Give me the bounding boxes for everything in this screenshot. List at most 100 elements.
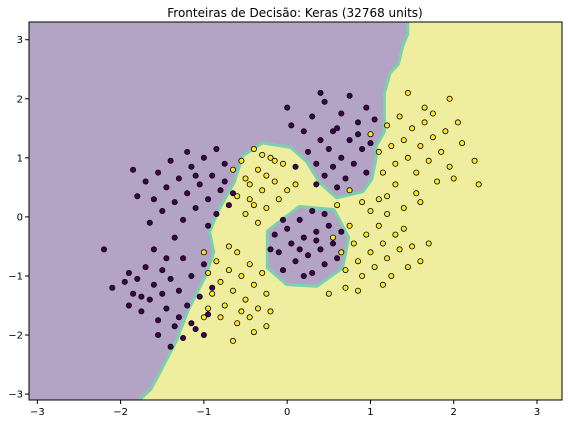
data-point-class-0 bbox=[321, 172, 328, 179]
data-point-class-0 bbox=[321, 98, 328, 105]
data-point-class-1 bbox=[388, 142, 395, 149]
data-point-class-0 bbox=[321, 261, 328, 268]
data-point-class-0 bbox=[192, 204, 199, 211]
data-point-class-0 bbox=[300, 234, 307, 241]
data-point-class-0 bbox=[121, 278, 128, 285]
y-tick-label: 3 bbox=[17, 35, 23, 46]
data-point-class-0 bbox=[163, 255, 170, 262]
data-point-class-1 bbox=[417, 199, 424, 206]
data-point-class-1 bbox=[234, 320, 241, 327]
data-point-class-1 bbox=[205, 269, 212, 276]
data-point-class-0 bbox=[317, 137, 324, 144]
data-point-class-0 bbox=[200, 154, 207, 161]
data-point-class-0 bbox=[309, 269, 316, 276]
data-point-class-0 bbox=[188, 163, 195, 170]
data-point-class-0 bbox=[171, 199, 178, 206]
data-point-class-1 bbox=[263, 290, 270, 297]
data-point-class-0 bbox=[313, 237, 320, 244]
data-point-class-1 bbox=[434, 178, 441, 185]
data-point-class-1 bbox=[200, 249, 207, 256]
data-point-class-0 bbox=[109, 284, 116, 291]
data-point-class-1 bbox=[263, 204, 270, 211]
data-point-class-1 bbox=[246, 261, 253, 268]
data-point-class-1 bbox=[259, 151, 266, 158]
data-point-class-0 bbox=[205, 196, 212, 203]
data-point-class-0 bbox=[229, 190, 236, 197]
data-point-class-0 bbox=[354, 131, 361, 138]
data-point-class-0 bbox=[271, 231, 278, 238]
data-point-class-0 bbox=[138, 293, 145, 300]
data-point-class-0 bbox=[175, 287, 182, 294]
data-point-class-1 bbox=[384, 210, 391, 217]
y-axis: −3 −2 −1 0 1 2 3 bbox=[8, 35, 29, 401]
data-point-class-1 bbox=[234, 249, 241, 256]
data-point-class-0 bbox=[146, 296, 153, 303]
data-point-class-0 bbox=[175, 314, 182, 321]
x-axis: −3 −2 −1 0 1 2 3 bbox=[30, 400, 540, 418]
data-point-class-1 bbox=[205, 305, 212, 312]
data-point-class-0 bbox=[142, 178, 149, 185]
data-point-class-1 bbox=[413, 169, 420, 176]
data-point-class-1 bbox=[217, 278, 224, 285]
data-point-class-0 bbox=[150, 196, 157, 203]
data-point-class-0 bbox=[346, 137, 353, 144]
data-point-class-0 bbox=[130, 166, 137, 173]
data-point-class-0 bbox=[180, 334, 187, 341]
data-point-class-0 bbox=[101, 246, 108, 253]
data-point-class-0 bbox=[167, 343, 174, 350]
data-point-class-1 bbox=[292, 181, 299, 188]
data-point-class-1 bbox=[425, 240, 432, 247]
data-point-class-1 bbox=[246, 314, 253, 321]
data-point-class-1 bbox=[254, 166, 261, 173]
data-point-class-0 bbox=[155, 169, 162, 176]
data-point-class-0 bbox=[342, 175, 349, 182]
data-point-class-1 bbox=[392, 231, 399, 238]
data-point-class-1 bbox=[400, 204, 407, 211]
data-point-class-1 bbox=[267, 308, 274, 315]
data-point-class-0 bbox=[205, 222, 212, 229]
data-point-class-1 bbox=[242, 175, 249, 182]
data-point-class-0 bbox=[163, 184, 170, 191]
data-point-class-0 bbox=[184, 190, 191, 197]
data-point-class-1 bbox=[338, 249, 345, 256]
data-point-class-1 bbox=[359, 272, 366, 279]
data-point-class-1 bbox=[379, 240, 386, 247]
data-point-class-0 bbox=[155, 317, 162, 324]
data-point-class-1 bbox=[400, 137, 407, 144]
data-point-class-0 bbox=[221, 160, 228, 167]
data-point-class-0 bbox=[363, 169, 370, 176]
x-tick-label: −1 bbox=[197, 407, 212, 418]
data-point-class-1 bbox=[450, 175, 457, 182]
data-point-class-1 bbox=[375, 148, 382, 155]
data-point-class-1 bbox=[413, 190, 420, 197]
data-point-class-1 bbox=[242, 210, 249, 217]
data-point-class-1 bbox=[329, 234, 336, 241]
data-point-class-1 bbox=[425, 157, 432, 164]
data-point-class-0 bbox=[354, 119, 361, 126]
data-point-class-0 bbox=[292, 163, 299, 170]
data-point-class-1 bbox=[325, 290, 332, 297]
data-point-class-0 bbox=[159, 207, 166, 214]
data-point-class-0 bbox=[300, 128, 307, 135]
data-point-class-0 bbox=[167, 157, 174, 164]
data-point-class-1 bbox=[379, 281, 386, 288]
data-point-class-0 bbox=[334, 255, 341, 262]
data-point-class-1 bbox=[217, 314, 224, 321]
data-point-class-1 bbox=[346, 222, 353, 229]
data-point-class-0 bbox=[309, 207, 316, 214]
data-point-class-1 bbox=[238, 157, 245, 164]
data-point-class-0 bbox=[304, 148, 311, 155]
data-point-class-1 bbox=[454, 119, 461, 126]
data-point-class-1 bbox=[263, 323, 270, 330]
data-point-class-1 bbox=[471, 157, 478, 164]
data-point-class-0 bbox=[217, 187, 224, 194]
data-point-class-1 bbox=[246, 196, 253, 203]
data-point-class-1 bbox=[409, 125, 416, 132]
data-point-class-0 bbox=[346, 92, 353, 99]
data-point-class-0 bbox=[125, 269, 132, 276]
data-point-class-1 bbox=[342, 284, 349, 291]
data-point-class-1 bbox=[442, 128, 449, 135]
y-tick-label: −3 bbox=[8, 390, 23, 401]
data-point-class-0 bbox=[267, 246, 274, 253]
